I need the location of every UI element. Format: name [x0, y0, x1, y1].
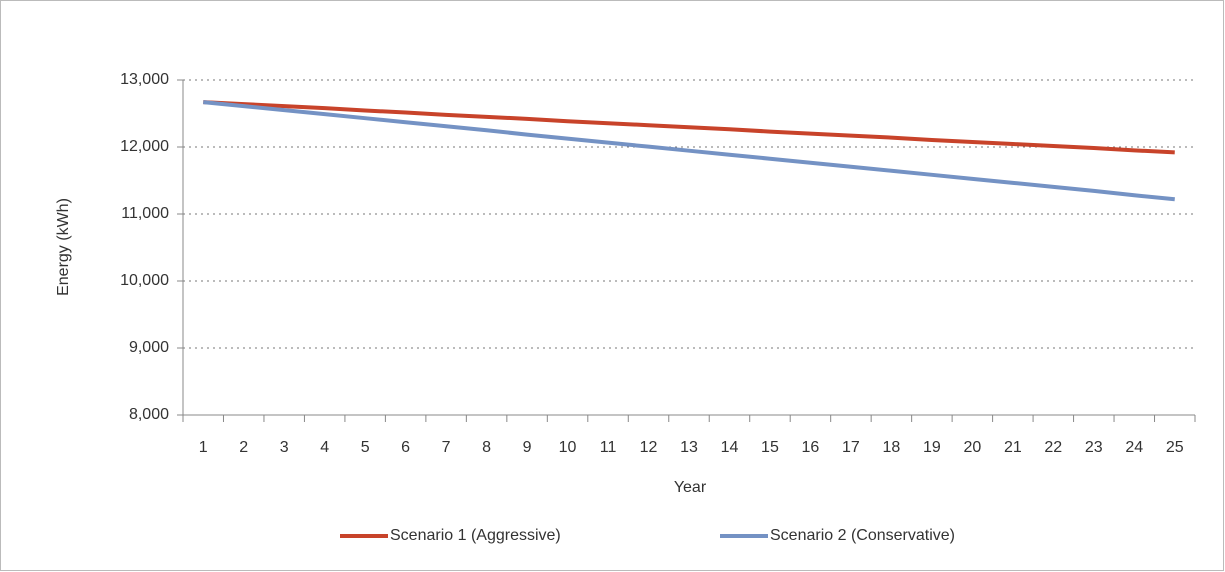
x-tick-label: 18	[883, 439, 901, 456]
x-tick-label: 22	[1044, 439, 1062, 456]
x-tick-label: 17	[842, 439, 860, 456]
x-tick-label: 4	[320, 439, 329, 456]
x-tick-label: 12	[640, 439, 658, 456]
y-tick-label: 12,000	[120, 138, 169, 155]
x-tick-label: 15	[761, 439, 779, 456]
x-tick-label: 3	[280, 439, 289, 456]
y-axis-title: Energy (kWh)	[55, 198, 72, 296]
x-tick-label: 16	[802, 439, 820, 456]
x-tick-label: 25	[1166, 439, 1184, 456]
x-tick-label: 1	[199, 439, 208, 456]
y-tick-label: 13,000	[120, 71, 169, 88]
x-tick-label: 10	[559, 439, 577, 456]
x-tick-label: 13	[680, 439, 698, 456]
x-tick-label: 8	[482, 439, 491, 456]
x-tick-label: 2	[239, 439, 248, 456]
series-line	[203, 100, 1175, 155]
x-tick-label: 7	[442, 439, 451, 456]
legend-label: Scenario 1 (Aggressive)	[390, 527, 561, 544]
x-tick-label: 21	[1004, 439, 1022, 456]
x-tick-label: 6	[401, 439, 410, 456]
x-axis-title: Year	[674, 479, 707, 496]
y-tick-label: 10,000	[120, 272, 169, 289]
y-tick-label: 9,000	[129, 339, 169, 356]
x-tick-label: 5	[361, 439, 370, 456]
y-tick-label: 8,000	[129, 406, 169, 423]
y-tick-label: 11,000	[121, 205, 169, 222]
series-line	[203, 100, 1175, 202]
x-tick-label: 19	[923, 439, 941, 456]
x-tick-label: 20	[963, 439, 981, 456]
x-tick-label: 11	[600, 439, 617, 456]
x-tick-label: 24	[1125, 439, 1143, 456]
x-tick-label: 23	[1085, 439, 1103, 456]
x-tick-label: 9	[523, 439, 532, 456]
x-tick-label: 14	[721, 439, 739, 456]
legend-label: Scenario 2 (Conservative)	[770, 527, 955, 544]
